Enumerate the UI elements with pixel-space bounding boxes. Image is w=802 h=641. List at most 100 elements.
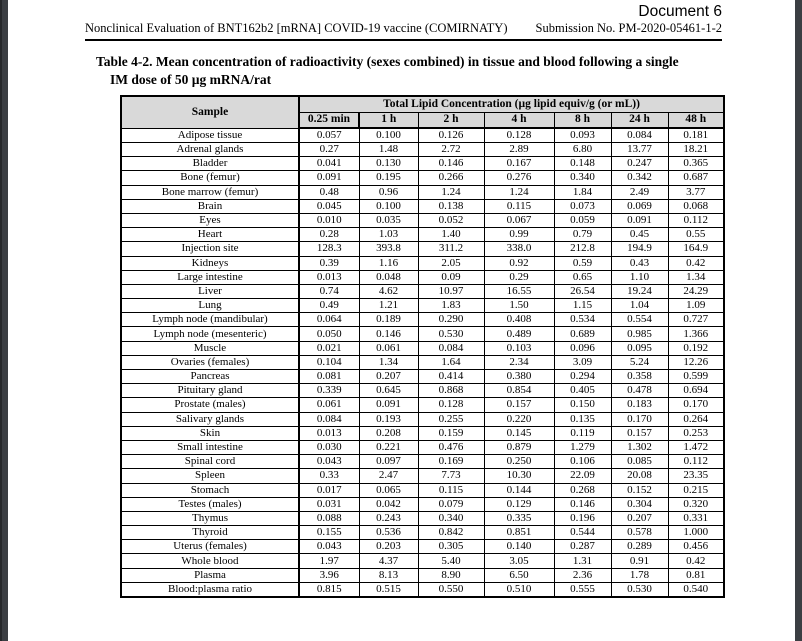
table-row: Salivary glands 0.084 0.193 0.255 0.220 0.135…	[120, 411, 725, 427]
value-cell: 0.115	[417, 482, 485, 498]
sample-cell: Thyroid	[120, 525, 300, 541]
value-cell: 0.405	[553, 383, 612, 399]
table-row: Eyes 0.010 0.035 0.052 0.067 0.059 0.091 0.112	[120, 212, 725, 229]
value-cell: 0.085	[610, 454, 669, 470]
value-cell: 0.100	[358, 127, 419, 143]
value-cell: 0.112	[667, 454, 725, 470]
time-header-cell: 0.25 min	[298, 111, 360, 129]
table-row: Muscle 0.021 0.061 0.084 0.103 0.096 0.095 0.19…	[120, 340, 725, 356]
table-row: Blood:plasma ratio 0.815 0.515 0.550 0.510 0.…	[120, 581, 725, 598]
sample-column-header: Sample	[120, 95, 300, 129]
value-cell: 0.365	[667, 156, 725, 172]
table-row: Liver 0.74 4.62 10.97 16.55 26.54 19.24 24.29	[120, 283, 725, 300]
value-cell: 0.048	[358, 269, 419, 285]
value-cell: 0.041	[298, 156, 360, 172]
time-header-cell: 24 h	[610, 111, 669, 129]
value-cell: 0.043	[298, 454, 360, 470]
value-cell: 0.181	[667, 127, 725, 143]
value-cell: 22.09	[553, 468, 612, 484]
table-title: Table 4-2. Mean concentration of radioac…	[96, 53, 746, 88]
value-cell: 0.287	[553, 539, 612, 555]
value-cell: 0.99	[483, 227, 555, 243]
time-header-cell: 4 h	[483, 111, 555, 129]
table-row: Thymus 0.088 0.243 0.340 0.335 0.196 0.207 0.33…	[120, 510, 725, 527]
value-cell: 2.05	[417, 255, 485, 271]
value-cell: 0.031	[298, 496, 360, 512]
value-cell: 1.34	[667, 269, 725, 285]
value-cell: 1.24	[417, 184, 485, 200]
sample-cell: Ovaries (females)	[120, 354, 300, 371]
sample-cell: Spleen	[120, 468, 300, 484]
table-row: Plasma 3.96 8.13 8.90 6.50 2.36 1.78 0.81	[120, 567, 725, 583]
value-cell: 0.064	[298, 312, 360, 328]
value-cell: 0.255	[417, 411, 485, 427]
value-cell: 1.48	[358, 141, 419, 158]
table-row: Adipose tissue 0.057 0.100 0.126 0.128 0.093 0…	[120, 127, 725, 143]
sample-cell: Large intestine	[120, 269, 300, 285]
value-cell: 0.339	[298, 383, 360, 399]
value-cell: 0.28	[298, 227, 360, 243]
sample-cell: Spinal cord	[120, 454, 300, 470]
value-cell: 0.059	[553, 212, 612, 229]
table-row: Lymph node (mandibular) 0.064 0.189 0.290 0.…	[120, 312, 725, 328]
time-header-cell: 8 h	[553, 111, 612, 129]
value-cell: 8.13	[358, 567, 419, 583]
table-body: Adipose tissue 0.057 0.100 0.126 0.128 0.093 0…	[120, 127, 725, 598]
value-cell: 0.050	[298, 326, 360, 342]
value-cell: 0.144	[483, 482, 555, 498]
sample-cell: Liver	[120, 283, 300, 300]
table-row: Whole blood 1.97 4.37 5.40 3.05 1.31 0.91 0.42	[120, 553, 725, 569]
value-cell: 0.215	[667, 482, 725, 498]
value-cell: 0.100	[358, 198, 419, 214]
value-cell: 0.207	[610, 510, 669, 527]
value-cell: 0.266	[417, 170, 485, 186]
value-cell: 0.221	[358, 439, 419, 456]
value-cell: 3.96	[298, 567, 360, 583]
table-row: Uterus (females) 0.043 0.203 0.305 0.140 0.28…	[120, 539, 725, 555]
value-cell: 16.55	[483, 283, 555, 300]
value-cell: 0.851	[483, 525, 555, 541]
value-cell: 8.90	[417, 567, 485, 583]
value-cell: 3.09	[553, 354, 612, 371]
sample-cell: Whole blood	[120, 553, 300, 569]
value-cell: 0.92	[483, 255, 555, 271]
value-cell: 0.694	[667, 383, 725, 399]
table-row: Pituitary gland 0.339 0.645 0.868 0.854 0.405…	[120, 383, 725, 399]
table-row: Kidneys 0.39 1.16 2.05 0.92 0.59 0.43 0.42	[120, 255, 725, 271]
sample-cell: Bone (femur)	[120, 170, 300, 186]
sample-cell: Lymph node (mesenteric)	[120, 326, 300, 342]
sample-cell: Pituitary gland	[120, 383, 300, 399]
value-cell: 0.456	[667, 539, 725, 555]
value-cell: 194.9	[610, 241, 669, 257]
value-cell: 1.03	[358, 227, 419, 243]
value-cell: 0.189	[358, 312, 419, 328]
value-cell: 0.021	[298, 340, 360, 356]
value-cell: 0.079	[417, 496, 485, 512]
table-row: Spinal cord 0.043 0.097 0.169 0.250 0.106 0.08…	[120, 454, 725, 470]
value-cell: 0.550	[417, 581, 485, 598]
value-cell: 0.335	[483, 510, 555, 527]
value-cell: 0.013	[298, 269, 360, 285]
value-cell: 0.035	[358, 212, 419, 229]
group-column-header: Total Lipid Concentration (µg lipid equi…	[298, 95, 725, 113]
table-row: Stomach 0.017 0.065 0.115 0.144 0.268 0.152 0.2…	[120, 482, 725, 498]
value-cell: 0.578	[610, 525, 669, 541]
table-row: Brain 0.045 0.100 0.138 0.115 0.073 0.069 0.068	[120, 198, 725, 214]
value-cell: 0.084	[417, 340, 485, 356]
value-cell: 0.247	[610, 156, 669, 172]
value-cell: 0.65	[553, 269, 612, 285]
value-cell: 0.305	[417, 539, 485, 555]
value-cell: 4.62	[358, 283, 419, 300]
value-cell: 0.129	[483, 496, 555, 512]
value-cell: 0.207	[358, 368, 419, 385]
value-cell: 20.08	[610, 468, 669, 484]
value-cell: 0.203	[358, 539, 419, 555]
sample-cell: Muscle	[120, 340, 300, 356]
value-cell: 0.79	[553, 227, 612, 243]
table-row: Pancreas 0.081 0.207 0.414 0.380 0.294 0.358 0.…	[120, 368, 725, 385]
running-header: Document 6 Nonclinical Evaluation of BNT…	[85, 3, 722, 41]
concentration-table: Sample Total Lipid Concentration (µg lip…	[120, 95, 726, 598]
sample-cell: Small intestine	[120, 439, 300, 456]
sample-cell: Brain	[120, 198, 300, 214]
table-row: Heart 0.28 1.03 1.40 0.99 0.79 0.45 0.55	[120, 227, 725, 243]
